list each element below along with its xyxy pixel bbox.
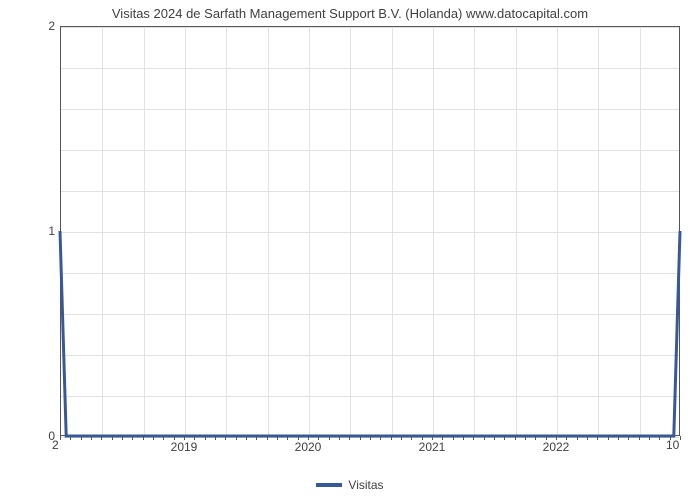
x-minor-tick (194, 436, 195, 440)
x-tick-2021: 2021 (419, 440, 446, 454)
x-tick-2020: 2020 (295, 440, 322, 454)
x-minor-tick (473, 436, 474, 440)
x-minor-tick (535, 436, 536, 440)
x-minor-tick (494, 436, 495, 440)
x-minor-tick (277, 436, 278, 440)
legend: Visitas (0, 478, 700, 492)
legend-label: Visitas (348, 478, 383, 492)
x-minor-tick (639, 436, 640, 440)
x-minor-tick (163, 436, 164, 440)
x-minor-tick (329, 436, 330, 440)
x-minor-tick (308, 436, 309, 440)
x-minor-tick (132, 436, 133, 440)
x-minor-tick (143, 436, 144, 440)
x-minor-tick (618, 436, 619, 440)
x-minor-tick (287, 436, 288, 440)
x-minor-tick (91, 436, 92, 440)
x-minor-tick (577, 436, 578, 440)
x-minor-tick (339, 436, 340, 440)
x-minor-tick (184, 436, 185, 440)
x-minor-tick (318, 436, 319, 440)
x-minor-tick (236, 436, 237, 440)
x-minor-tick (608, 436, 609, 440)
x-minor-tick (670, 436, 671, 440)
x-minor-tick (587, 436, 588, 440)
x-minor-tick (174, 436, 175, 440)
x-minor-tick (680, 436, 681, 440)
chart-title: Visitas 2024 de Sarfath Management Suppo… (0, 6, 700, 21)
x-minor-tick (256, 436, 257, 440)
x-minor-tick (246, 436, 247, 440)
x-minor-tick (525, 436, 526, 440)
x-minor-tick (422, 436, 423, 440)
x-minor-tick (628, 436, 629, 440)
x-minor-tick (70, 436, 71, 440)
x-minor-tick (411, 436, 412, 440)
x-minor-tick (205, 436, 206, 440)
x-minor-tick (298, 436, 299, 440)
legend-swatch (316, 483, 342, 487)
x-minor-tick (442, 436, 443, 440)
x-minor-tick (267, 436, 268, 440)
x-minor-tick (225, 436, 226, 440)
x-minor-tick (122, 436, 123, 440)
x-minor-tick (546, 436, 547, 440)
corner-label-left: 2 (52, 438, 59, 452)
x-minor-tick (101, 436, 102, 440)
x-minor-tick (153, 436, 154, 440)
x-minor-tick (391, 436, 392, 440)
x-minor-tick (484, 436, 485, 440)
x-minor-tick (597, 436, 598, 440)
x-minor-tick (556, 436, 557, 440)
y-tick-2: 2 (48, 19, 55, 33)
y-tick-1: 1 (48, 224, 55, 238)
x-minor-tick (380, 436, 381, 440)
x-minor-tick (112, 436, 113, 440)
x-minor-tick (401, 436, 402, 440)
x-minor-tick (566, 436, 567, 440)
corner-label-right: 10 (666, 438, 679, 452)
x-minor-tick (215, 436, 216, 440)
x-minor-tick (463, 436, 464, 440)
x-minor-tick (432, 436, 433, 440)
x-minor-tick (81, 436, 82, 440)
x-minor-tick (370, 436, 371, 440)
visitas-chart: Visitas 2024 de Sarfath Management Suppo… (0, 0, 700, 500)
x-minor-tick (60, 436, 61, 440)
x-tick-2019: 2019 (171, 440, 198, 454)
x-minor-tick (453, 436, 454, 440)
x-tick-2022: 2022 (543, 440, 570, 454)
x-minor-tick (360, 436, 361, 440)
x-minor-tick (504, 436, 505, 440)
x-minor-tick (349, 436, 350, 440)
x-minor-tick (515, 436, 516, 440)
x-minor-tick (659, 436, 660, 440)
series-visitas (60, 26, 680, 436)
x-minor-tick (649, 436, 650, 440)
